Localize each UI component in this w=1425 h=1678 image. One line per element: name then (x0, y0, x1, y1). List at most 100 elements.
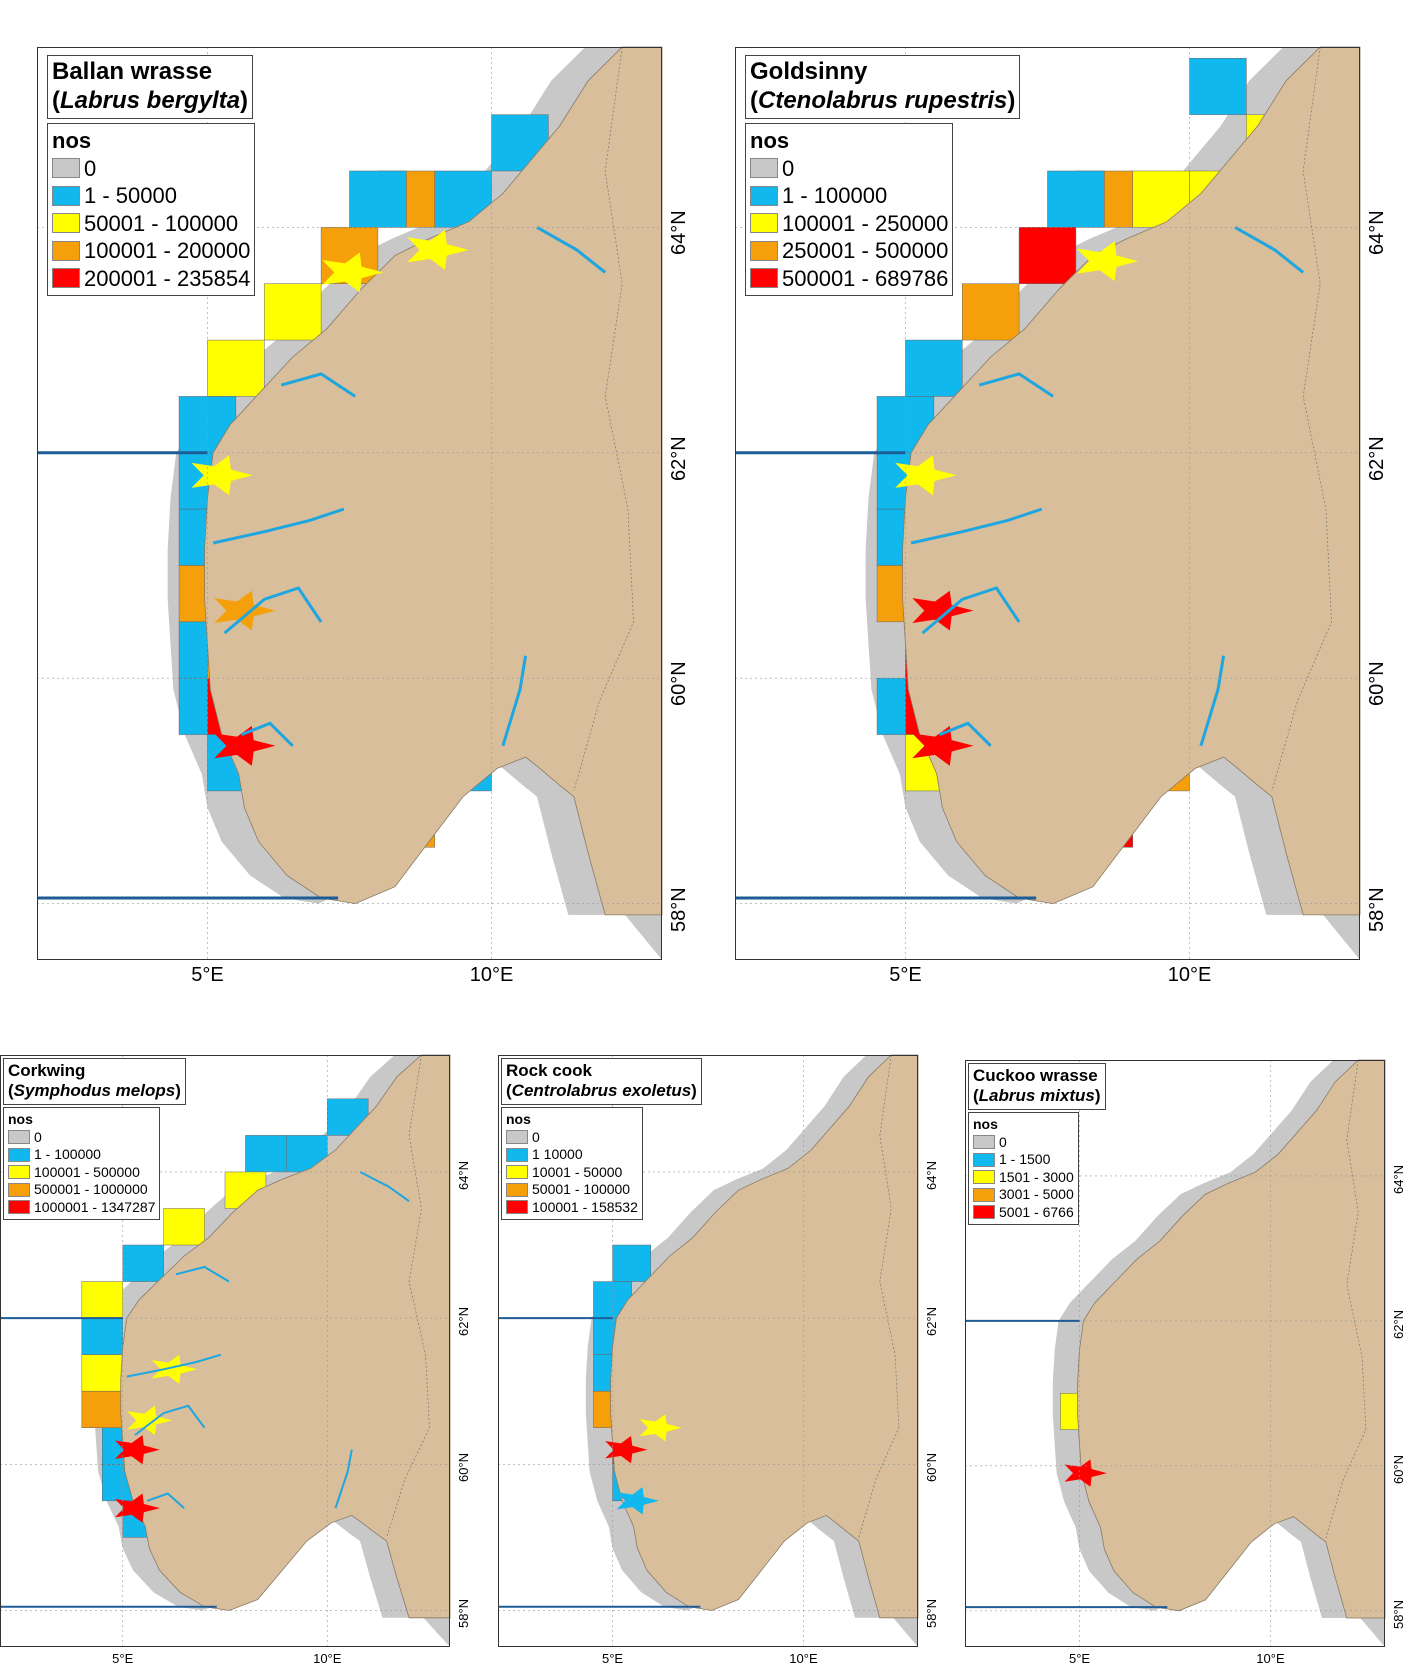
legend: nos 0 1 - 50000 50001 - 100000 100001 - 2000… (47, 123, 256, 296)
map-canvas (498, 1054, 919, 1647)
legend-label: 1 - 50000 (84, 183, 177, 208)
legend-item: 1 - 100000 (8, 1146, 155, 1164)
fjord-catch (115, 1435, 160, 1465)
border-line (1325, 1059, 1367, 1539)
border-line (858, 1054, 900, 1538)
legend-swatch (52, 185, 80, 206)
lat-label: 60°N (924, 1453, 939, 1483)
legend-swatch (506, 1200, 528, 1215)
legend-item: 500001 - 689786 (750, 265, 948, 293)
lon-label: 10°E (1167, 964, 1212, 986)
legend-item: 50001 - 100000 (506, 1181, 638, 1199)
border-line (1271, 46, 1332, 791)
legend-label: 50001 - 100000 (84, 210, 239, 236)
scientific-name: Ctenolabrus rupestris (758, 86, 1008, 114)
legend-label: 0 (84, 155, 97, 181)
map-canvas (37, 46, 663, 960)
legend: nos 0 1 - 100000 100001 - 500000 500001 - 10… (3, 1107, 161, 1220)
legend-label: 1 - 1500 (999, 1151, 1051, 1167)
fjord-water (1234, 225, 1305, 274)
map-panel-ballan-wrasse: Ballan wrasse (Labrus bergylta) nos 0 1 - 50… (37, 46, 690, 986)
fjord-catch (1064, 1459, 1107, 1487)
legend-swatch (973, 1152, 995, 1167)
legend-label: 0 (782, 155, 795, 181)
map-title: Rock cook (Centrolabrus exoletus) (501, 1058, 702, 1105)
catch-cell (1047, 170, 1105, 228)
lat-label: 64°N (924, 1160, 939, 1190)
scientific-name-line: (Ctenolabrus rupestris) (750, 86, 1016, 114)
fjord-catch (639, 1414, 682, 1442)
lon-label: 5°E (191, 964, 224, 986)
catch-cell (207, 339, 265, 397)
legend-header: nos (973, 1116, 998, 1132)
border-line (573, 46, 634, 791)
lon-label: 10°E (313, 1651, 342, 1666)
legend-item: 0 (973, 1134, 1074, 1152)
legend-label: 200001 - 235854 (84, 265, 251, 291)
legend-swatch (750, 213, 778, 234)
catch-cell (81, 1317, 123, 1355)
map-frame (498, 1055, 918, 1647)
fjord-water (501, 655, 528, 747)
lon-label: 10°E (469, 964, 514, 986)
fjord-water (978, 372, 1055, 398)
catch-cell (81, 1354, 123, 1392)
lat-label: 62°N (668, 436, 690, 481)
fjord-catch (115, 1493, 160, 1523)
legend-item: 100001 - 500000 (8, 1164, 155, 1182)
lat-label: 62°N (1391, 1309, 1406, 1339)
lat-label: 58°N (1391, 1599, 1406, 1629)
fjord-water (280, 372, 357, 398)
legend-item: 0 (8, 1129, 155, 1147)
legend-swatch (973, 1205, 995, 1220)
legend-header: nos (750, 128, 790, 153)
map-panel-cuckoo-wrasse: Cuckoo wrasse (Labrus mixtus) nos 0 1 - 1500… (965, 1059, 1406, 1666)
common-name: Goldsinny (750, 58, 868, 85)
legend-label: 3001 - 5000 (999, 1186, 1074, 1202)
legend-label: 5001 - 6766 (999, 1203, 1074, 1220)
lon-label: 5°E (601, 1651, 624, 1666)
legend-item: 1 10000 (506, 1146, 638, 1164)
fjord-water (212, 507, 345, 545)
fjord-water (536, 225, 607, 274)
legend-label: 0 (532, 1128, 540, 1145)
legend-swatch (750, 240, 778, 261)
fjord-catch (605, 1435, 648, 1464)
fjord-water (175, 1265, 230, 1283)
legend-swatch (750, 268, 778, 289)
map-title: Ballan wrasse (Labrus bergylta) (47, 55, 254, 119)
map-frame (37, 47, 662, 960)
common-name: Corkwing (8, 1061, 86, 1080)
legend-label: 50001 - 100000 (532, 1181, 631, 1197)
scientific-name: Labrus mixtus (978, 1086, 1095, 1106)
legend-swatch (8, 1165, 30, 1180)
legend-item: 1 - 100000 (750, 182, 948, 210)
fjord-catch (912, 590, 974, 631)
catch-cell (122, 1244, 164, 1282)
legend-swatch (8, 1130, 30, 1145)
map-title: Goldsinny (Ctenolabrus rupestris) (745, 55, 1021, 119)
fjord-water (134, 1404, 206, 1436)
fjord-water (146, 1492, 185, 1509)
fjord-catch (407, 230, 469, 270)
legend-item: 1 - 1500 (973, 1151, 1074, 1169)
legend-item: 1000001 - 1347287 (8, 1199, 155, 1217)
lat-label: 64°N (1366, 210, 1388, 256)
legend-label: 0 (999, 1133, 1007, 1150)
common-name: Cuckoo wrasse (973, 1066, 1098, 1085)
map-panel-goldsinny: Goldsinny (Ctenolabrus rupestris) nos 0 1 - … (735, 46, 1388, 986)
map-title: Cuckoo wrasse (Labrus mixtus) (968, 1063, 1106, 1110)
fjord-water (1199, 655, 1226, 747)
legend-swatch (52, 213, 80, 234)
lon-label: 5°E (112, 1651, 134, 1666)
legend-label: 100001 - 500000 (34, 1163, 140, 1180)
catch-cell (962, 283, 1020, 341)
lon-label: 5°E (889, 964, 922, 986)
fjord-water (126, 1353, 222, 1378)
scientific-name-line: (Symphodus melops) (8, 1081, 181, 1101)
legend-label: 100001 - 250000 (782, 210, 949, 236)
lon-label: 10°E (789, 1651, 818, 1666)
legend-item: 500001 - 1000000 (8, 1181, 155, 1199)
catch-cell (905, 339, 963, 397)
lat-label: 60°N (456, 1453, 471, 1483)
